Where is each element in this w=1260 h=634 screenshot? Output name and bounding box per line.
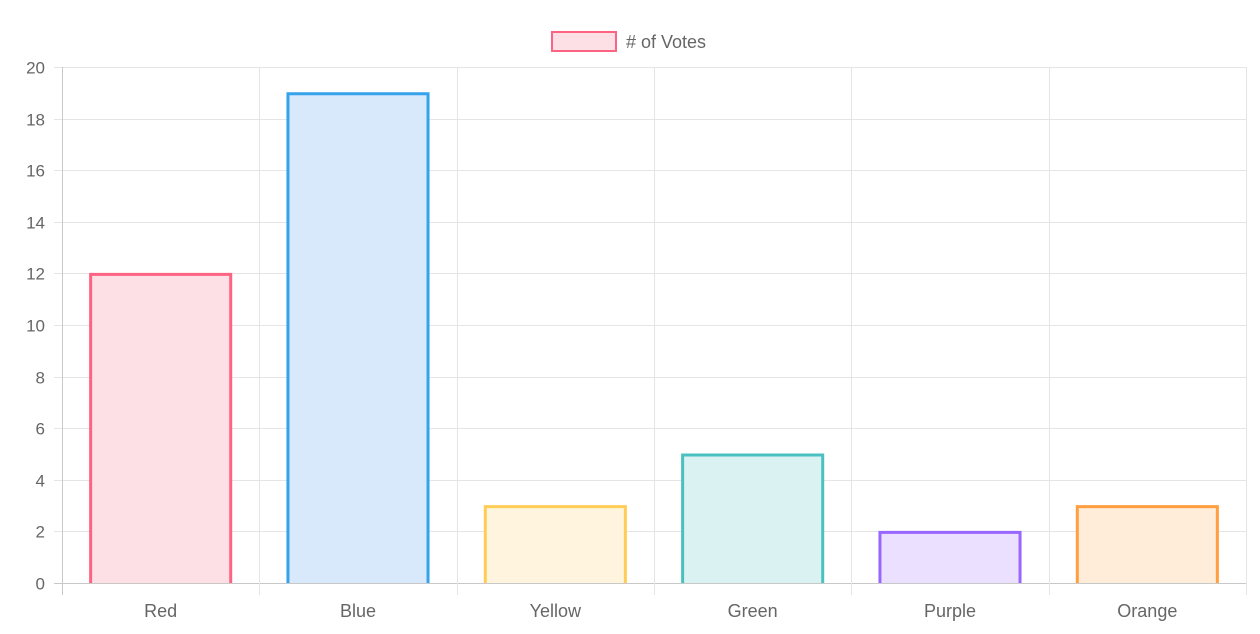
x-tick-label: Orange (1117, 601, 1177, 621)
y-tick-label: 4 (36, 472, 45, 491)
y-tick-label: 6 (36, 420, 45, 439)
bar-border-green (681, 453, 825, 583)
bar-border-purple (878, 530, 1022, 583)
y-tick-label: 0 (36, 575, 45, 594)
bar-green[interactable] (681, 454, 824, 583)
bar-border-orange (1075, 505, 1219, 583)
y-tick-label: 16 (26, 162, 45, 181)
axes: 0 2 4 6 8 10 12 14 16 18 20 Red Blue Yellow Green Purpl… (26, 59, 1177, 622)
x-tick-label: Yellow (530, 601, 582, 621)
legend-label[interactable]: # of Votes (626, 32, 706, 52)
x-tick-label: Blue (340, 601, 376, 621)
x-tick-label: Green (728, 601, 778, 621)
y-tick-label: 14 (26, 214, 45, 233)
bar-border-yellow (483, 505, 627, 583)
legend[interactable]: # of Votes (551, 31, 706, 52)
grid-lines (54, 67, 1247, 595)
bar-purple[interactable] (878, 531, 1022, 583)
y-tick-label: 18 (26, 111, 45, 130)
bar-yellow[interactable] (484, 505, 627, 583)
bar-orange[interactable] (1076, 505, 1219, 583)
y-tick-label: 20 (26, 59, 45, 78)
bar-red[interactable] (89, 273, 232, 583)
y-tick-label: 8 (36, 369, 45, 388)
y-tick-label: 2 (36, 523, 45, 542)
y-tick-label: 12 (26, 265, 45, 284)
x-tick-label: Red (144, 601, 177, 621)
legend-swatch[interactable] (551, 31, 617, 52)
y-tick-label: 10 (26, 317, 45, 336)
bar-border-red (89, 272, 233, 583)
bar-blue[interactable] (286, 92, 430, 584)
bars (89, 92, 1219, 584)
bar-border-blue (286, 92, 430, 583)
x-tick-label: Purple (924, 601, 976, 621)
